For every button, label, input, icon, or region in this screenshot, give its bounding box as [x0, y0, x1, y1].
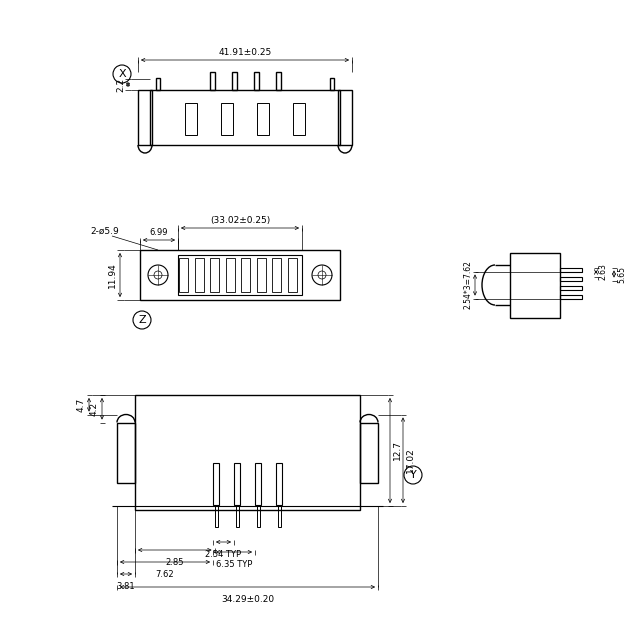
Text: 12.7: 12.7: [393, 440, 402, 461]
Text: 2-ø5.9: 2-ø5.9: [90, 227, 119, 236]
Bar: [195, 258, 204, 292]
Bar: [221, 103, 233, 135]
Bar: [338, 90, 352, 145]
Bar: [135, 395, 360, 510]
Bar: [560, 285, 582, 289]
Bar: [560, 268, 582, 271]
Text: 7.62: 7.62: [156, 570, 174, 579]
Text: 2.2: 2.2: [116, 77, 125, 92]
Text: (33.02±0.25): (33.02±0.25): [210, 216, 270, 225]
Bar: [225, 258, 234, 292]
Bar: [232, 72, 237, 90]
Bar: [360, 422, 378, 483]
Text: 5.65: 5.65: [617, 266, 626, 282]
Text: 2.63: 2.63: [599, 264, 608, 280]
Bar: [255, 463, 261, 505]
Bar: [272, 258, 281, 292]
Bar: [178, 255, 302, 295]
Bar: [257, 505, 259, 527]
Bar: [210, 258, 219, 292]
Bar: [179, 258, 188, 292]
Bar: [236, 505, 239, 527]
Text: 2.85: 2.85: [166, 558, 184, 567]
Text: 2.54*3=7.62: 2.54*3=7.62: [463, 260, 472, 309]
Bar: [156, 78, 160, 90]
Bar: [257, 103, 269, 135]
Text: 17.02: 17.02: [406, 447, 415, 473]
Text: X: X: [118, 69, 126, 79]
Bar: [330, 78, 334, 90]
Text: 4.7: 4.7: [77, 397, 86, 412]
Bar: [560, 276, 582, 280]
Bar: [257, 258, 266, 292]
Bar: [117, 422, 135, 483]
Bar: [209, 72, 214, 90]
Bar: [275, 72, 280, 90]
Bar: [140, 250, 340, 300]
Bar: [560, 294, 582, 298]
Bar: [253, 72, 259, 90]
Text: 2.54 TYP: 2.54 TYP: [205, 550, 241, 559]
Text: 34.29±0.20: 34.29±0.20: [221, 595, 274, 604]
Bar: [214, 505, 218, 527]
Bar: [185, 103, 197, 135]
Bar: [276, 463, 282, 505]
Bar: [287, 258, 296, 292]
Bar: [138, 90, 152, 145]
Bar: [213, 463, 219, 505]
Text: 6.35 TYP: 6.35 TYP: [216, 560, 252, 569]
Text: 41.91±0.25: 41.91±0.25: [218, 48, 271, 57]
Text: 3.81: 3.81: [116, 582, 135, 591]
Text: Y: Y: [410, 470, 417, 480]
Bar: [150, 90, 340, 145]
Bar: [241, 258, 250, 292]
Bar: [278, 505, 280, 527]
Bar: [234, 463, 240, 505]
Text: 6.99: 6.99: [150, 228, 168, 237]
Text: 11.94: 11.94: [108, 262, 117, 288]
Text: Z: Z: [138, 315, 146, 325]
Bar: [293, 103, 305, 135]
Bar: [510, 253, 560, 317]
Text: 4.2: 4.2: [90, 402, 99, 416]
